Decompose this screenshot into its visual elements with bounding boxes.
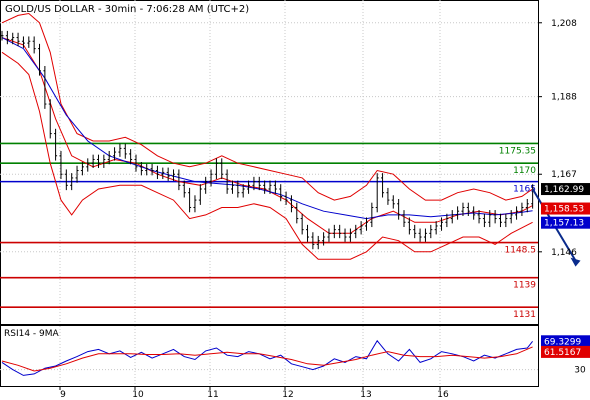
xtick-label-4: 13 xyxy=(360,390,371,400)
main-ytick-label-1: 1,188 xyxy=(551,93,577,103)
level-label-1: 1170 xyxy=(513,166,536,176)
bollinger-upper-line xyxy=(1,12,533,201)
rsi-value-tag-label: 69.3299 xyxy=(544,337,581,347)
level-label-4: 1139 xyxy=(513,281,536,291)
xtick-label-0: 9 xyxy=(60,390,66,400)
main-ytick-label-0: 1,208 xyxy=(551,19,577,29)
ma-last-tag-label: 1,157.13 xyxy=(544,219,584,229)
bollinger-last-tag-label: 1,158.53 xyxy=(544,205,584,215)
xtick-label-2: 11 xyxy=(207,390,218,400)
bollinger-lower-line xyxy=(1,51,533,260)
xtick-label-1: 10 xyxy=(132,390,144,400)
level-label-2: 1165 xyxy=(513,185,536,195)
bollinger-last-tag-box xyxy=(541,202,590,215)
main-ytick-label-3: 1,146 xyxy=(551,248,577,258)
rsi-series-line-0 xyxy=(1,339,533,376)
rsi-ytick-label-0: 30 xyxy=(574,366,586,376)
xtick-label-3: 12 xyxy=(282,390,293,400)
rsi-chart-title: RSI14 - 9MA xyxy=(4,329,60,339)
rsi-series-line-1 xyxy=(1,346,533,372)
level-label-0: 1175.35 xyxy=(499,146,536,156)
current-price-tag-box xyxy=(541,183,590,196)
rsi-value-tag-box xyxy=(541,335,590,348)
ma-last-tag-box xyxy=(541,216,590,229)
main-chart-title: GOLD/US DOLLAR - 30min - 7:06:28 AM (UTC… xyxy=(5,4,249,15)
xtick-label-5: 16 xyxy=(437,390,449,400)
level-label-3: 1148.5 xyxy=(505,246,537,256)
current-price-tag-label: 1,162.99 xyxy=(544,185,584,195)
forecast-arrow-head xyxy=(570,257,581,267)
level-label-5: 1131 xyxy=(513,310,536,320)
rsi-ma-tag-label: 61.5167 xyxy=(544,348,581,358)
rsi-panel-frame xyxy=(0,325,539,387)
rsi-ma-tag-box xyxy=(541,345,590,358)
main-ytick-label-2: 1,167 xyxy=(551,170,577,180)
